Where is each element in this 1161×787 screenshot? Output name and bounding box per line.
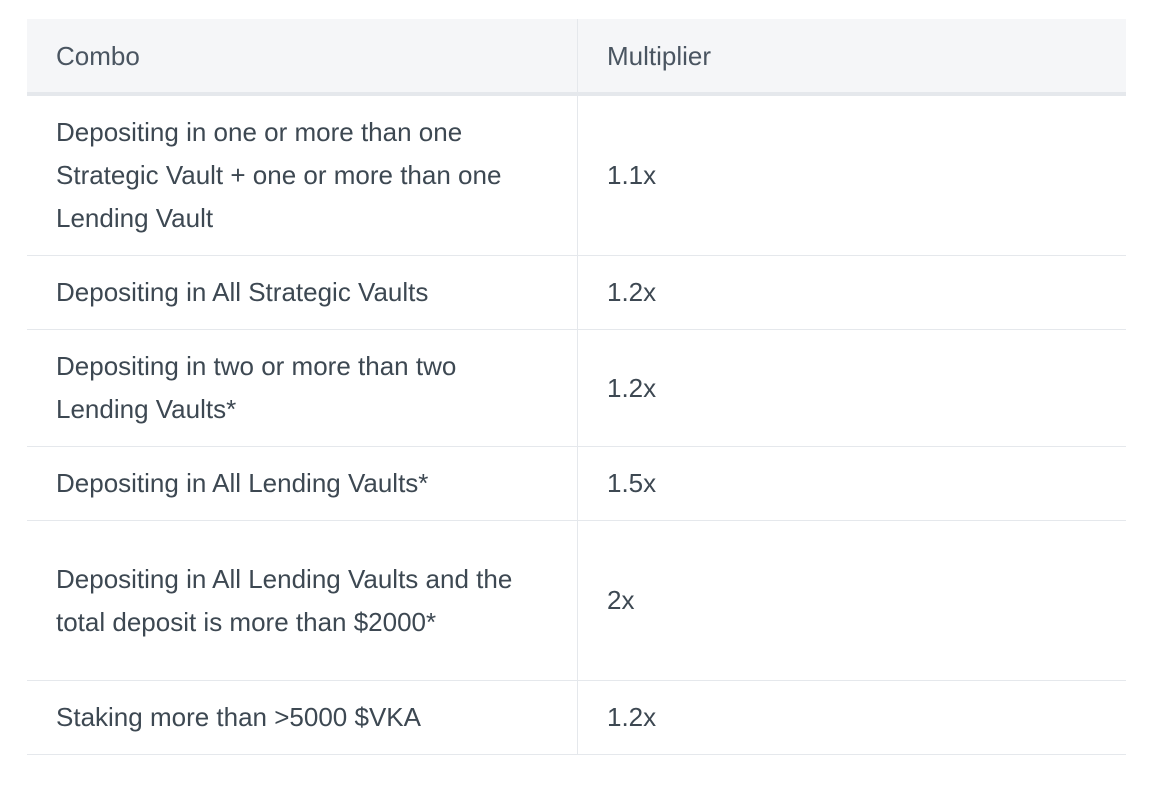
table-row: Staking more than >5000 $VKA 1.2x [27, 680, 1126, 755]
multiplier-cell: 1.2x [577, 255, 1126, 330]
combo-cell: Depositing in All Lending Vaults and the… [27, 520, 578, 681]
combo-cell: Staking more than >5000 $VKA [27, 680, 578, 755]
table-row: Depositing in one or more than one Strat… [27, 94, 1126, 256]
table-row: Depositing in All Lending Vaults and the… [27, 520, 1126, 681]
multiplier-cell: 1.1x [577, 94, 1126, 256]
combo-cell: Depositing in one or more than one Strat… [27, 94, 578, 256]
table-header-row: Combo Multiplier [27, 19, 1126, 96]
multiplier-cell: 1.2x [577, 680, 1126, 755]
combo-multiplier-table: Combo Multiplier Depositing in one or mo… [27, 19, 1126, 755]
combo-cell: Depositing in two or more than two Lendi… [27, 329, 578, 447]
table-row: Depositing in All Lending Vaults* 1.5x [27, 446, 1126, 521]
column-header-multiplier: Multiplier [577, 19, 1126, 96]
multiplier-cell: 1.2x [577, 329, 1126, 447]
column-header-combo: Combo [27, 19, 578, 96]
multiplier-cell: 2x [577, 520, 1126, 681]
table-row: Depositing in two or more than two Lendi… [27, 329, 1126, 447]
multiplier-cell: 1.5x [577, 446, 1126, 521]
combo-cell: Depositing in All Strategic Vaults [27, 255, 578, 330]
combo-cell: Depositing in All Lending Vaults* [27, 446, 578, 521]
table-row: Depositing in All Strategic Vaults 1.2x [27, 255, 1126, 330]
